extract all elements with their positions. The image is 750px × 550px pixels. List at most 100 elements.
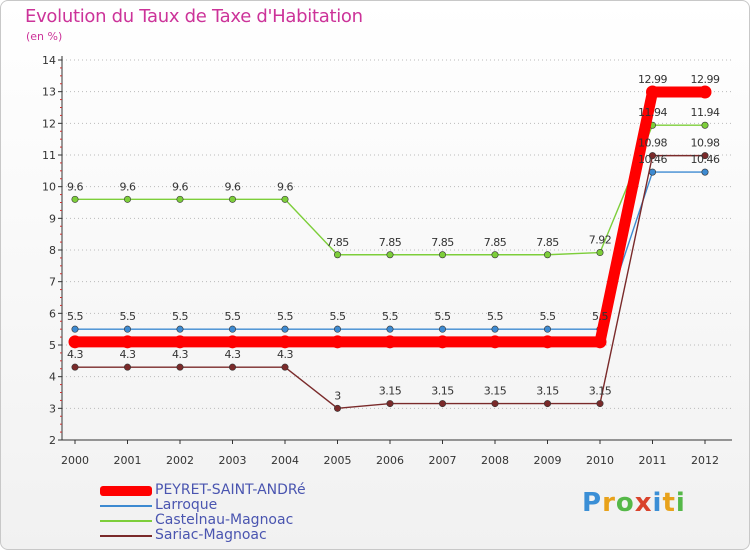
data-point: [176, 325, 184, 333]
data-point: [701, 152, 709, 160]
data-label: 9.6: [67, 180, 83, 193]
data-label: 5.5: [120, 310, 136, 323]
data-point: [281, 325, 289, 333]
y-tick-label: 9: [49, 212, 56, 225]
x-tick-label: 2006: [376, 454, 404, 467]
y-tick-label: 14: [42, 54, 56, 67]
data-label: 5.5: [487, 310, 503, 323]
x-tick-label: 2001: [114, 454, 142, 467]
x-tick-label: 2007: [429, 454, 457, 467]
data-point: [438, 400, 446, 408]
data-point: [333, 325, 341, 333]
legend-swatch: [100, 505, 152, 507]
data-point: [386, 251, 394, 259]
data-point: [176, 195, 184, 203]
data-point: [383, 335, 397, 349]
data-point: [541, 335, 554, 349]
legend-label: Larroque: [155, 497, 218, 513]
x-tick-label: 2000: [61, 454, 89, 467]
data-label: 4.3: [172, 348, 188, 361]
data-label: 5.5: [382, 310, 398, 323]
data-label: 9.6: [277, 180, 293, 193]
data-label: 7.85: [536, 236, 559, 249]
y-tick-label: 8: [49, 244, 56, 257]
legend-label: Sariac-Magnoac: [155, 527, 267, 543]
x-tick-label: 2004: [271, 454, 299, 467]
data-point: [229, 195, 237, 203]
x-tick-label: 2009: [534, 454, 562, 467]
data-label: 5.5: [172, 310, 188, 323]
data-point: [281, 363, 289, 371]
y-tick-label: 3: [49, 402, 56, 415]
data-label: 7.85: [484, 236, 507, 249]
data-label: 3.15: [484, 385, 507, 398]
x-tick-label: 2011: [639, 454, 667, 467]
data-label: 4.3: [225, 348, 241, 361]
data-point: [176, 363, 184, 371]
data-point: [281, 195, 289, 203]
y-tick-label: 10: [42, 181, 56, 194]
data-label: 12.99: [691, 73, 720, 86]
data-point: [648, 168, 656, 176]
x-tick-label: 2010: [586, 454, 614, 467]
y-tick-label: 13: [42, 86, 56, 99]
y-tick-label: 5: [49, 339, 56, 352]
data-label: 10.46: [638, 153, 667, 166]
data-point: [648, 152, 656, 160]
data-label: 10.46: [691, 153, 720, 166]
data-label: 7.92: [589, 234, 612, 247]
legend-item: Castelnau-Magnoac: [100, 512, 360, 528]
data-point: [436, 335, 449, 349]
data-point: [596, 249, 604, 257]
y-tick-label: 7: [49, 276, 56, 289]
data-point: [543, 251, 551, 259]
data-point: [229, 325, 237, 333]
legend-swatch: [100, 486, 152, 496]
legend-label: Castelnau-Magnoac: [155, 512, 294, 528]
data-point: [226, 335, 239, 349]
data-label: 5.5: [225, 310, 241, 323]
data-label: 3.15: [379, 385, 402, 398]
data-point: [121, 335, 134, 349]
legend-item: Sariac-Magnoac: [100, 527, 360, 543]
data-point: [386, 400, 394, 408]
data-point: [124, 325, 132, 333]
data-point: [71, 363, 79, 371]
legend-swatch: [100, 520, 152, 522]
data-point: [333, 404, 341, 412]
data-point: [71, 195, 79, 203]
y-tick-label: 12: [42, 117, 56, 130]
data-label: 5.5: [67, 310, 83, 323]
data-point: [173, 335, 187, 349]
data-point: [491, 400, 499, 408]
data-label: 5.5: [277, 310, 293, 323]
data-label: 10.98: [638, 137, 667, 150]
data-label: 9.6: [172, 180, 188, 193]
data-point: [333, 251, 341, 259]
data-point: [596, 400, 604, 408]
data-label: 5.5: [330, 310, 346, 323]
y-tick-label: 6: [49, 307, 56, 320]
legend-item: PEYRET-SAINT-ANDRé: [100, 482, 360, 498]
data-label: 9.6: [120, 180, 136, 193]
chart-title: Evolution du Taux de Taxe d'Habitation: [25, 6, 363, 27]
data-label: 7.85: [431, 236, 454, 249]
data-label: 5.5: [540, 310, 556, 323]
data-label: 7.85: [326, 236, 349, 249]
data-point: [646, 85, 659, 99]
data-point: [68, 335, 82, 349]
data-point: [124, 363, 132, 371]
proxiti-logo: Proxiti: [582, 488, 686, 518]
data-label: 3: [334, 389, 341, 402]
data-label: 4.3: [120, 348, 136, 361]
x-tick-label: 2002: [166, 454, 194, 467]
x-tick-label: 2012: [691, 454, 719, 467]
chart-subtitle: (en %): [26, 30, 63, 43]
data-point: [71, 325, 79, 333]
data-point: [124, 195, 132, 203]
data-point: [701, 168, 709, 176]
data-point: [698, 85, 712, 99]
data-point: [438, 325, 446, 333]
data-point: [491, 325, 499, 333]
data-label: 3.15: [589, 385, 612, 398]
